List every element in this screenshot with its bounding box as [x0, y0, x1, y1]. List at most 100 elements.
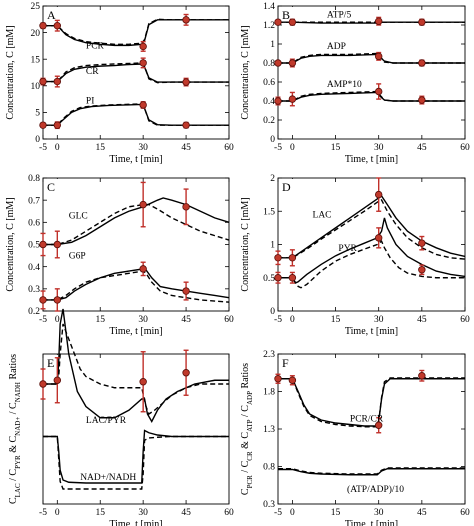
- panel-letter-bg-e: [44, 355, 58, 370]
- data-point-b: [274, 18, 282, 26]
- plot-frame-e: [42, 353, 230, 505]
- y-tick-label-a: 0: [35, 135, 40, 145]
- x-tick-label-d: 60: [460, 315, 470, 325]
- x-tick-label-a: 60: [224, 143, 234, 153]
- panel-letter-a: A: [47, 8, 56, 22]
- panel-letter-b: B: [282, 8, 290, 22]
- x-tick-label-b: -5: [274, 143, 282, 153]
- x-tick-label-c: 45: [181, 315, 191, 325]
- data-point-d: [274, 254, 282, 262]
- data-point-b: [274, 97, 282, 105]
- x-tick-label-e: 0: [55, 508, 60, 518]
- x-tick-label-f: 15: [331, 508, 341, 518]
- y-tick-label-f: 1.8: [263, 388, 275, 398]
- y-tick-label-f: 1.3: [263, 425, 275, 435]
- y-axis-label-b: Concentration, C [mM]: [240, 25, 251, 119]
- x-tick-label-c: 60: [224, 315, 234, 325]
- series-solid-e-0: [43, 308, 229, 423]
- curve-label-f-0: PCR/CR: [350, 415, 384, 425]
- series-dashed-d-0: [278, 199, 466, 260]
- curve-label-d-1: PYR: [338, 244, 357, 254]
- series-solid-d-1: [278, 217, 466, 284]
- data-point-d: [418, 239, 426, 247]
- x-tick-label-c: 15: [95, 315, 105, 325]
- curve-label-a-0: PCR: [86, 41, 105, 51]
- x-tick-label-d: 45: [417, 315, 427, 325]
- x-axis-label-f: Time, t [min]: [345, 519, 398, 526]
- x-tick-label-e: 15: [95, 508, 105, 518]
- data-point-a: [139, 59, 147, 67]
- x-tick-label-b: 0: [290, 143, 295, 153]
- plot-frame-f: [277, 353, 466, 505]
- y-tick-label-d: 0: [270, 307, 275, 317]
- panel-letter-bg-a: [44, 7, 58, 22]
- y-tick-label-d: 1: [270, 241, 275, 251]
- panel-letter-f: F: [282, 356, 289, 370]
- y-tick-label-d: 1.5: [263, 207, 275, 217]
- data-point-a: [182, 16, 190, 24]
- x-tick-label-d: 0: [290, 315, 295, 325]
- data-point-b: [374, 87, 383, 96]
- data-point-b: [288, 18, 297, 26]
- y-tick-label-b: 1.4: [263, 2, 275, 12]
- data-point-c: [39, 240, 47, 249]
- series-dashed-a-1: [43, 62, 229, 84]
- x-tick-label-c: 30: [138, 315, 148, 325]
- x-tick-label-b: 30: [374, 143, 384, 153]
- data-point-c: [182, 203, 190, 211]
- curve-label-e-1: NAD+/NADH: [80, 473, 136, 483]
- data-point-c: [139, 200, 147, 209]
- y-tick-label-a: 5: [35, 109, 40, 119]
- x-tick-label-c: 0: [55, 315, 60, 325]
- y-tick-label-f: 0.3: [263, 500, 275, 510]
- panel-letter-e: E: [47, 356, 54, 370]
- plot-frame-d: [277, 177, 466, 312]
- series-dashed-c-1: [43, 270, 230, 303]
- panel-f: -5 0 15 30 45 60 0.3 0.8 1.3 1.8 2.3 Time, t [min] C…: [240, 350, 470, 526]
- data-point-c: [53, 296, 62, 304]
- data-point-a: [53, 21, 62, 30]
- y-tick-label-c: 0.6: [28, 219, 40, 229]
- series-solid-a-2: [43, 103, 229, 126]
- curve-label-d-0: LAC: [313, 211, 332, 221]
- series-solid-b-2: [278, 91, 465, 102]
- y-axis-label-e: CLAC / CPYR & CNAD+ / CNADH Ratios: [8, 354, 22, 504]
- x-tick-label-b: 15: [331, 143, 341, 153]
- data-point-a: [182, 78, 190, 86]
- curve-label-b-0: ATP/5: [327, 11, 352, 21]
- plot-frame-b: [277, 5, 466, 140]
- series-solid-d-0: [278, 194, 466, 259]
- y-tick-label-b: 0.8: [263, 59, 275, 69]
- panel-letter-bg-b: [279, 7, 293, 22]
- x-tick-label-d: -5: [274, 315, 282, 325]
- y-tick-label-b: 0.4: [263, 97, 275, 107]
- data-point-a: [39, 77, 47, 86]
- data-point-d: [374, 234, 383, 242]
- panel-letter-bg-c: [44, 179, 58, 194]
- data-point-d: [288, 274, 297, 282]
- data-point-f: [418, 372, 426, 380]
- series-dashed-f-1: [278, 467, 465, 475]
- y-tick-label-b: 0: [270, 135, 275, 145]
- x-tick-label-c: -5: [39, 315, 47, 325]
- x-tick-label-d: 15: [331, 315, 341, 325]
- x-axis-label-c: Time, t [min]: [109, 326, 162, 337]
- data-point-f: [274, 375, 282, 383]
- y-tick-label-c: 0.7: [28, 196, 40, 206]
- y-axis-label-c: Concentration, C [mM]: [5, 197, 16, 291]
- x-tick-label-b: 45: [417, 143, 427, 153]
- x-axis-label-e: Time, t [min]: [109, 519, 162, 526]
- data-point-e: [182, 369, 190, 377]
- series-solid-c-1: [43, 268, 230, 301]
- y-tick-label-b: 1.2: [263, 21, 275, 31]
- x-tick-label-f: 60: [460, 508, 470, 518]
- y-axis-label-f: CPCR / CCR & CATP / CADP Ratios: [240, 363, 254, 495]
- series-solid-a-1: [43, 63, 229, 83]
- data-point-b: [274, 59, 282, 67]
- data-point-c: [182, 287, 190, 295]
- x-tick-label-e: 30: [138, 508, 148, 518]
- series-solid-a-0: [43, 19, 229, 47]
- x-tick-label-a: 30: [138, 143, 148, 153]
